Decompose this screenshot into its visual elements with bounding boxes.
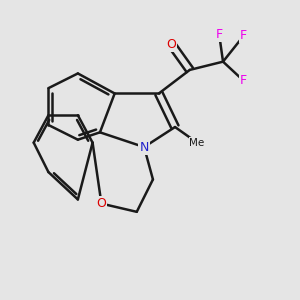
- Text: F: F: [240, 74, 247, 87]
- Text: O: O: [97, 197, 106, 210]
- Text: O: O: [166, 38, 176, 50]
- Text: F: F: [216, 28, 223, 41]
- Text: N: N: [140, 141, 149, 154]
- Text: Me: Me: [190, 138, 205, 148]
- Text: F: F: [240, 29, 247, 42]
